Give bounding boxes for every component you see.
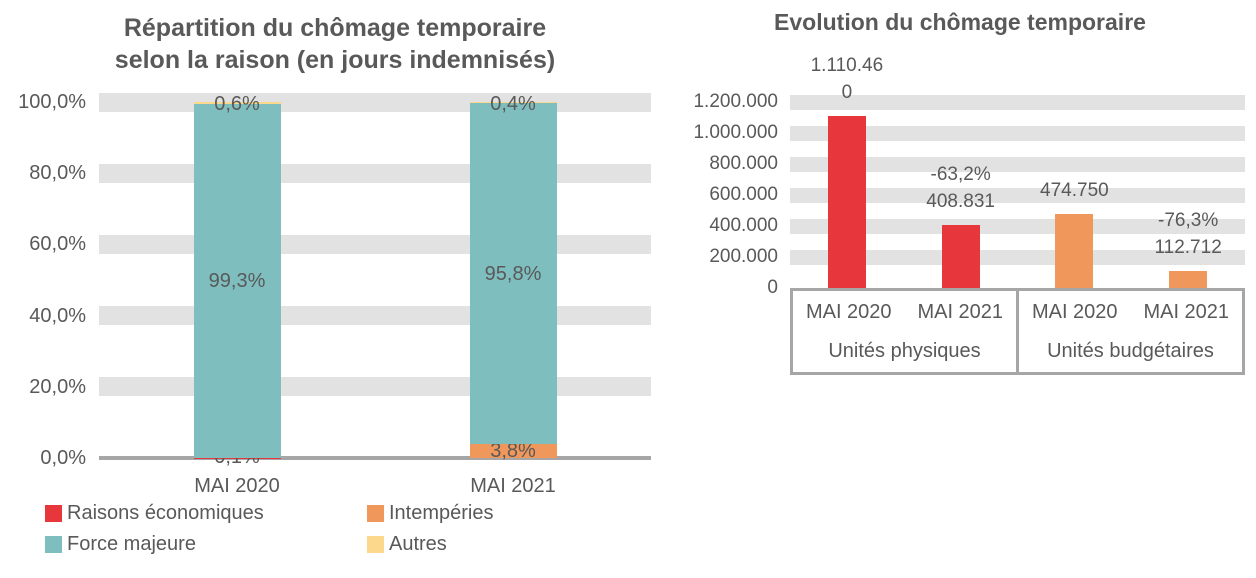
- category-label: MAI 2021: [917, 301, 1004, 323]
- y-axis-label: 1.000.000: [693, 122, 778, 143]
- grid-band: [99, 234, 651, 254]
- data-label-intemperies: 3,8%: [490, 440, 536, 463]
- y-axis-label: 100,0%: [18, 91, 86, 113]
- grid-band: [790, 156, 1245, 172]
- grouped-bar-chart: Evolution du chômage temporaire 1.200.00…: [670, 0, 1256, 578]
- x-axis-label: MAI 2021: [470, 475, 556, 497]
- data-label-line: 474.750: [1040, 180, 1109, 202]
- bar-segment-intemperies: [469, 444, 557, 458]
- legend-marker-force-majeure: [45, 536, 62, 553]
- axis-category-row: MAI 2020 MAI 2021: [793, 300, 1016, 325]
- data-label-autres: 0,4%: [490, 93, 536, 115]
- grid-band: [790, 94, 1245, 110]
- y-axis-label: 800.000: [709, 153, 778, 174]
- left-plot-area: 100,0%80,0%60,0%40,0%20,0%0,0%0,1%99,3%0…: [18, 91, 651, 497]
- legend-marker-intemperies: [367, 505, 384, 522]
- legend: Raisons économiques Intempéries Force maje…: [45, 503, 645, 555]
- data-label-unites-budgetaires-mai-2020: 474.750: [999, 177, 1149, 204]
- bar-unites-physiques-mai-2021: [941, 224, 980, 288]
- legend-item-force-majeure: Force majeure: [45, 534, 367, 555]
- y-axis-label: 200.000: [709, 246, 778, 267]
- bar-unites-budgetaires-mai-2021: [1169, 270, 1208, 288]
- grid-band: [790, 187, 1245, 203]
- legend-label: Raisons économiques: [67, 502, 264, 524]
- right-chart-title: Evolution du chômage temporaire: [774, 9, 1146, 35]
- data-label-unites-physiques-mai-2020: 1.110.46 0: [772, 52, 922, 106]
- data-label-line: 0: [841, 81, 853, 103]
- category-label: MAI 2020: [1031, 301, 1118, 323]
- left-chart-title: Répartition du chômage temporaire selon l…: [20, 12, 650, 76]
- y-axis-label: 80,0%: [29, 162, 86, 185]
- category-label: MAI 2021: [1143, 301, 1230, 323]
- y-axis-label: 1.200.000: [693, 91, 778, 112]
- legend-item-intemperies: Intempéries: [367, 503, 645, 524]
- grid-band: [790, 125, 1245, 141]
- axis-group-unites-physiques: MAI 2020 MAI 2021 Unités physiques: [793, 291, 1019, 372]
- legend-item-raisons-economiques: Raisons économiques: [45, 503, 367, 524]
- data-label-force-majeure: 95,8%: [484, 262, 542, 285]
- y-axis-label: 0: [767, 277, 778, 298]
- data-label-line: -63,2%: [930, 163, 991, 185]
- grid-band: [99, 377, 651, 397]
- category-label: MAI 2020: [805, 301, 892, 323]
- right-plot-area: 1.200.000 1.000.000 800.000 600.000 400.000 2…: [670, 0, 1256, 578]
- data-label-line: 408.831: [926, 190, 995, 212]
- bar-segment-autres: [469, 102, 557, 104]
- left-chart-title-line2: selon la raison (en jours indemnisés): [114, 46, 556, 74]
- bar-segment-force-majeure: [469, 103, 557, 445]
- left-chart-title-line1: Répartition du chômage temporaire: [123, 14, 547, 42]
- grid-band: [99, 306, 651, 326]
- legend-label: Force majeure: [67, 533, 196, 555]
- y-axis-label: 20,0%: [29, 375, 86, 398]
- data-label-force-majeure: 99,3%: [208, 269, 266, 292]
- grid-band: [790, 249, 1245, 265]
- y-axis-label: 40,0%: [29, 304, 86, 327]
- data-label-line: -76,3%: [1158, 209, 1219, 231]
- grid-band: [99, 163, 651, 183]
- bar-unites-budgetaires-mai-2020: [1055, 214, 1094, 288]
- bar-segment-force-majeure: [193, 104, 281, 458]
- category-axis-table: MAI 2020 MAI 2021 Unités physiques MAI 2…: [790, 288, 1245, 375]
- data-label-line: 112.712: [1154, 236, 1222, 258]
- grid-band: [790, 218, 1245, 234]
- data-label-line: 1.110.46: [810, 54, 884, 76]
- legend-marker-autres: [367, 536, 384, 553]
- y-axis-label: 60,0%: [29, 233, 86, 256]
- bar-unites-physiques-mai-2020: [827, 115, 866, 288]
- bar-segment-autres: [193, 102, 281, 105]
- legend-item-autres: Autres: [367, 534, 645, 555]
- y-axis-label: 0,0%: [40, 447, 86, 469]
- stacked-bar-chart: Répartition du chômage temporaire selon l…: [18, 12, 651, 555]
- y-axis-label: 600.000: [709, 184, 778, 205]
- legend-label: Intempéries: [389, 502, 494, 524]
- legend-marker-raisons-economiques: [45, 505, 62, 522]
- data-label-autres: 0,6%: [214, 93, 260, 115]
- data-label-unites-physiques-mai-2021: -63,2% 408.831: [886, 161, 1036, 215]
- y-axis-label: 400.000: [709, 215, 778, 236]
- group-label-unites-physiques: Unités physiques: [828, 340, 981, 362]
- x-axis-line: [99, 456, 651, 460]
- axis-group-unites-budgetaires: MAI 2020 MAI 2021 Unités budgétaires: [1019, 291, 1242, 372]
- legend-label: Autres: [389, 533, 447, 555]
- axis-category-row: MAI 2020 MAI 2021: [1019, 300, 1242, 325]
- x-axis-label: MAI 2020: [194, 475, 280, 497]
- data-label-unites-budgetaires-mai-2021: -76,3% 112.712: [1113, 207, 1256, 261]
- group-label-unites-budgetaires: Unités budgétaires: [1047, 340, 1214, 362]
